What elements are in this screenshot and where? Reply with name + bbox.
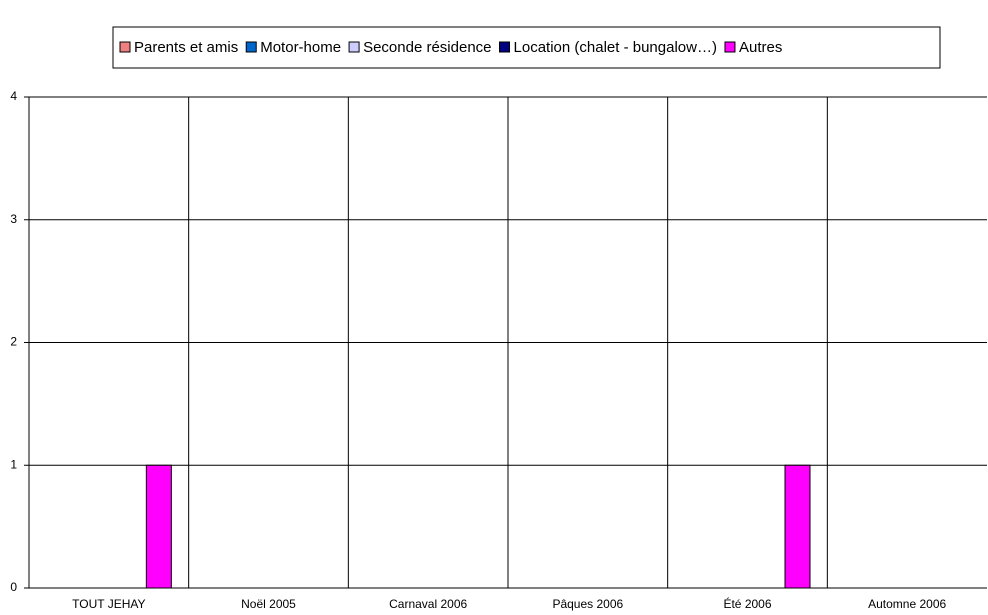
legend-label: Motor-home xyxy=(260,39,341,56)
x-tick-label: Pâques 2006 xyxy=(552,597,623,611)
legend-swatch xyxy=(245,41,257,53)
y-tick-label: 0 xyxy=(10,580,17,594)
x-tick-label: TOUT JEHAY xyxy=(72,597,145,611)
legend-label: Autres xyxy=(739,39,782,56)
bar xyxy=(784,464,811,589)
x-tick-label: Carnaval 2006 xyxy=(389,597,467,611)
legend-swatch xyxy=(499,41,511,53)
legend-swatch xyxy=(724,41,736,53)
bar xyxy=(145,464,172,589)
y-tick-label: 3 xyxy=(10,212,17,226)
legend-label: Parents et amis xyxy=(134,39,238,56)
x-tick-label: Automne 2006 xyxy=(868,597,946,611)
x-tick-label: Été 2006 xyxy=(723,596,771,611)
legend-swatch xyxy=(348,41,360,53)
y-tick-label: 2 xyxy=(10,335,17,349)
legend-swatch xyxy=(119,41,131,53)
x-tick-label: Noël 2005 xyxy=(241,597,296,611)
y-tick-label: 4 xyxy=(10,89,17,103)
y-tick-label: 1 xyxy=(10,457,17,471)
legend-label: Seconde résidence xyxy=(363,39,491,56)
legend-label: Location (chalet - bungalow…) xyxy=(514,39,717,56)
